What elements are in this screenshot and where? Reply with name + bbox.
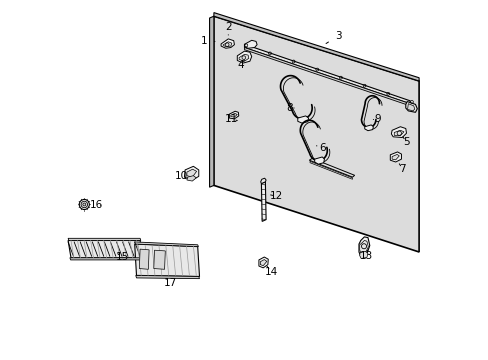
Polygon shape: [244, 48, 409, 106]
Text: 4: 4: [237, 60, 244, 70]
Circle shape: [79, 199, 89, 210]
Polygon shape: [134, 244, 199, 276]
Polygon shape: [213, 13, 418, 81]
Text: 8: 8: [285, 103, 294, 113]
Text: 7: 7: [399, 164, 406, 174]
Polygon shape: [184, 166, 199, 180]
Polygon shape: [393, 130, 403, 136]
Polygon shape: [358, 237, 369, 256]
Polygon shape: [209, 16, 213, 187]
Circle shape: [82, 203, 85, 206]
Text: 1: 1: [201, 36, 215, 46]
Polygon shape: [405, 102, 416, 112]
Polygon shape: [309, 161, 352, 179]
Polygon shape: [221, 39, 234, 48]
Polygon shape: [136, 275, 199, 279]
Polygon shape: [237, 51, 251, 63]
Polygon shape: [68, 240, 142, 258]
Polygon shape: [153, 250, 165, 269]
Text: 5: 5: [402, 137, 409, 147]
Polygon shape: [309, 158, 354, 177]
Polygon shape: [139, 249, 149, 269]
Polygon shape: [389, 152, 401, 162]
Polygon shape: [134, 242, 198, 247]
Text: 6: 6: [316, 143, 325, 153]
Polygon shape: [244, 40, 257, 48]
Polygon shape: [359, 240, 367, 254]
Polygon shape: [314, 157, 324, 164]
Polygon shape: [70, 258, 143, 260]
Polygon shape: [390, 127, 406, 138]
Polygon shape: [68, 238, 141, 240]
Polygon shape: [229, 111, 238, 119]
Text: 12: 12: [270, 191, 283, 201]
Text: 13: 13: [360, 250, 373, 261]
Polygon shape: [260, 178, 265, 184]
Polygon shape: [223, 42, 231, 47]
Circle shape: [81, 201, 87, 208]
Polygon shape: [213, 16, 418, 252]
Text: 9: 9: [373, 114, 380, 124]
Polygon shape: [260, 260, 266, 266]
Polygon shape: [407, 104, 414, 111]
Polygon shape: [244, 44, 409, 104]
Text: 3: 3: [325, 31, 341, 44]
Text: 17: 17: [164, 278, 177, 288]
Text: 14: 14: [264, 266, 278, 277]
Polygon shape: [186, 176, 196, 181]
Polygon shape: [359, 251, 367, 258]
Polygon shape: [186, 169, 196, 177]
Polygon shape: [261, 182, 265, 221]
Polygon shape: [239, 54, 248, 61]
Text: 11: 11: [225, 114, 238, 124]
Text: 15: 15: [116, 252, 129, 262]
Polygon shape: [258, 257, 268, 268]
Polygon shape: [391, 154, 399, 160]
Polygon shape: [297, 116, 308, 123]
Polygon shape: [364, 125, 373, 131]
Text: 2: 2: [224, 22, 231, 35]
Text: 10: 10: [175, 171, 188, 181]
Text: 16: 16: [89, 200, 102, 210]
Polygon shape: [230, 113, 237, 117]
